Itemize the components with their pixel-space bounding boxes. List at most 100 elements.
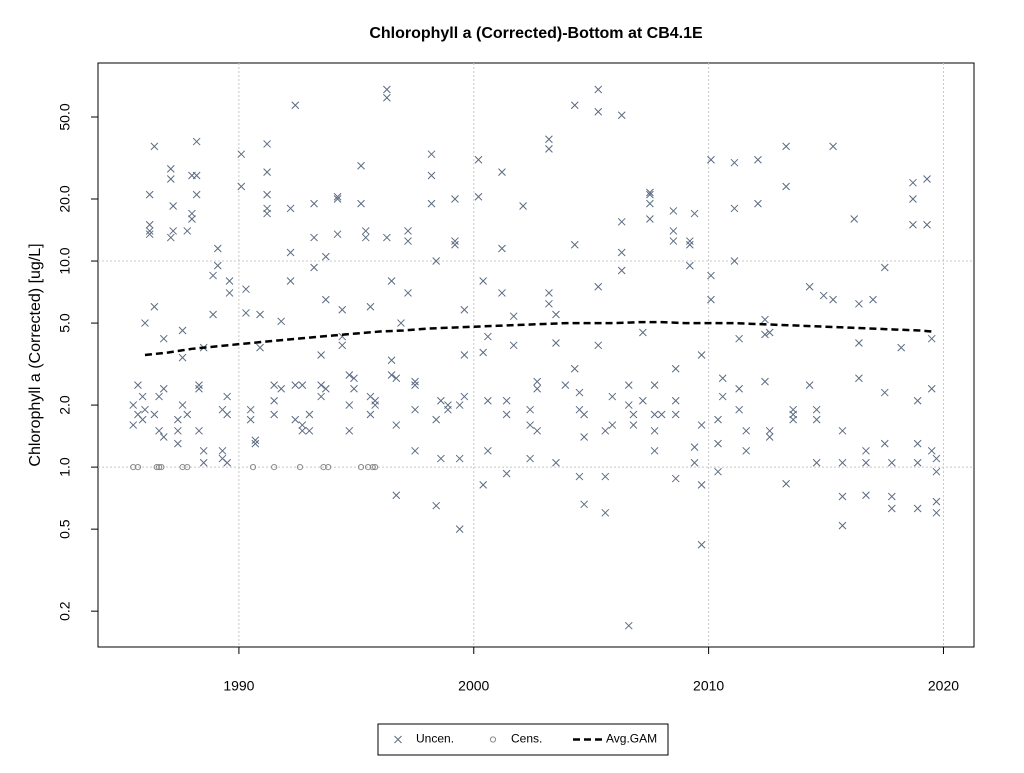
data-point [735, 405, 744, 414]
data-point [601, 472, 610, 481]
data-point [195, 384, 203, 393]
data-point [366, 410, 375, 419]
data-point [310, 199, 318, 208]
data-point [427, 171, 436, 180]
data-point [411, 381, 419, 389]
x-tick-label: 2000 [458, 678, 489, 694]
data-point [690, 458, 699, 467]
data-point [383, 93, 391, 102]
data-point [913, 504, 922, 513]
data-point [338, 305, 347, 314]
data-point [730, 257, 739, 265]
data-point [366, 302, 375, 311]
data-point [298, 426, 307, 435]
data-point [812, 405, 821, 414]
data-point [594, 107, 603, 116]
data-point [173, 426, 182, 435]
data-point [697, 351, 706, 359]
data-point [927, 384, 936, 393]
data-point [213, 261, 222, 270]
data-point [270, 396, 278, 405]
data-point [263, 168, 271, 176]
data-point [552, 339, 560, 347]
data-point [199, 458, 208, 467]
data-point [192, 190, 201, 199]
data-point [502, 396, 511, 405]
data-point [242, 285, 250, 294]
data-point [913, 458, 922, 467]
data-point [223, 392, 232, 401]
data-point [195, 381, 203, 389]
y-tick-label: 5.0 [57, 313, 73, 333]
data-point [451, 195, 459, 203]
data-point [730, 204, 739, 213]
y-tick-label: 0.2 [57, 601, 73, 621]
data-point [805, 381, 814, 389]
data-point [246, 405, 255, 414]
data-point [317, 351, 325, 359]
data-point [178, 353, 187, 362]
data-point [639, 328, 647, 337]
data-point [444, 401, 452, 409]
data-point [639, 396, 647, 405]
data-point [451, 240, 459, 249]
data-point [697, 540, 706, 549]
data-point [350, 384, 358, 393]
data-point [570, 101, 579, 110]
censored-point [130, 464, 137, 471]
data-point [650, 446, 659, 455]
data-point [707, 271, 715, 280]
data-point [754, 155, 762, 164]
data-point [277, 317, 286, 326]
data-point [697, 481, 706, 489]
data-point [270, 410, 278, 419]
data-point [141, 405, 149, 414]
data-point [862, 458, 870, 467]
data-point [333, 195, 342, 203]
data-point [650, 381, 659, 389]
data-point [561, 381, 570, 389]
data-point [263, 140, 271, 148]
data-point [188, 215, 196, 223]
data-point [533, 426, 542, 435]
data-point [166, 233, 175, 242]
data-point [855, 299, 863, 308]
data-point [862, 491, 870, 500]
data-point [657, 410, 666, 419]
censored-point [372, 464, 379, 471]
data-point [498, 289, 506, 297]
data-point [829, 295, 837, 304]
data-point [291, 381, 300, 389]
data-point [594, 282, 603, 291]
data-point [932, 467, 941, 476]
data-point [145, 227, 154, 235]
censored-point [320, 464, 327, 471]
data-point [629, 410, 638, 419]
data-point [150, 142, 159, 151]
data-point [707, 295, 715, 304]
censored-point [179, 464, 186, 471]
data-point [361, 227, 370, 235]
data-point [617, 248, 626, 257]
data-point [887, 504, 896, 513]
data-point [310, 263, 318, 272]
data-point [624, 401, 633, 409]
data-point [714, 467, 722, 476]
censored-point [296, 464, 304, 471]
data-point [305, 426, 314, 435]
data-point [533, 377, 542, 386]
data-point [138, 415, 147, 424]
data-point [580, 410, 588, 419]
data-point [178, 326, 187, 335]
data-point [291, 415, 300, 424]
data-point [460, 351, 469, 359]
data-point [580, 433, 588, 441]
data-point [880, 388, 889, 397]
data-point [432, 257, 441, 265]
data-point [782, 142, 790, 151]
data-point [479, 277, 488, 285]
data-point [923, 220, 931, 229]
data-point [427, 199, 436, 208]
data-point [707, 155, 715, 164]
